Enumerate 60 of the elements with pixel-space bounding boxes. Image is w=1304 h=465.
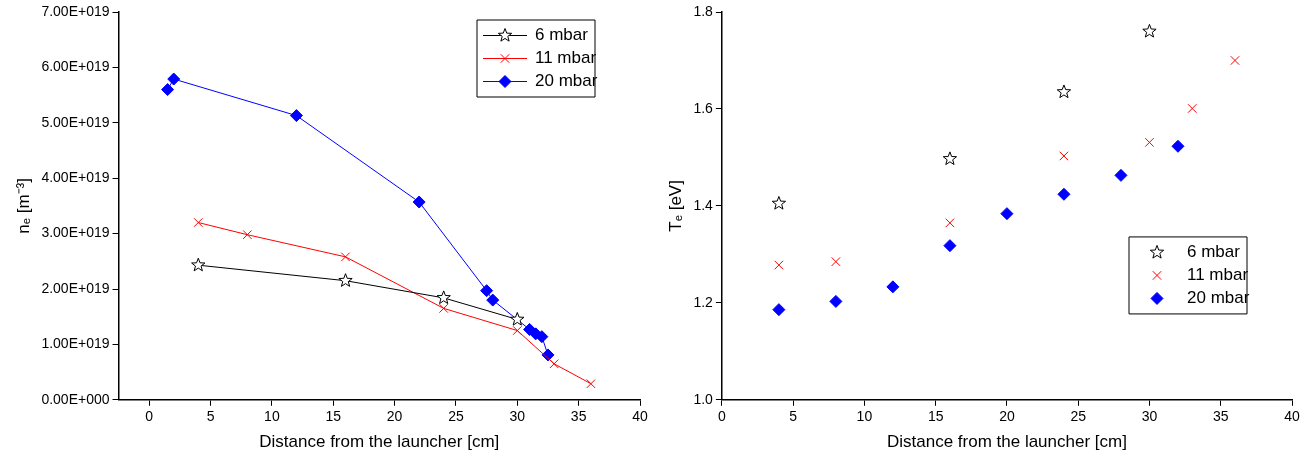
point: [774, 260, 784, 270]
point: [886, 280, 900, 294]
x-tick-label: 0: [717, 408, 726, 425]
y-tick-label: 1.00E+019: [41, 335, 110, 352]
y-tick-label: 1.6: [693, 99, 714, 116]
x-tick-label: 5: [789, 408, 798, 425]
x-axis-title: Distance from the launcher [cm]: [886, 432, 1127, 452]
x-tick-label: 20: [999, 408, 1015, 425]
x-tick-label: 25: [448, 408, 464, 425]
y-axis-title: Tₑ [eV]: [665, 180, 685, 232]
point: [1059, 151, 1069, 161]
point: [1057, 187, 1071, 201]
legend-label: 11 mbar: [535, 48, 597, 68]
y-tick-label: 2.00E+019: [41, 279, 110, 296]
y-tick-label: 5.00E+019: [41, 113, 110, 130]
point: [829, 294, 843, 308]
x-tick-label: 0: [145, 408, 154, 425]
legend-label: 6 mbar: [1187, 242, 1241, 262]
x-tick-label: 40: [1284, 408, 1300, 425]
y-tick-label: 3.00E+019: [41, 224, 110, 241]
legend-label: 6 mbar: [535, 25, 589, 45]
x-tick-label: 35: [1212, 408, 1229, 425]
point: [1000, 207, 1014, 221]
x-tick-label: 10: [264, 408, 280, 425]
legend-label: 11 mbar: [1187, 265, 1249, 285]
y-tick-label: 0.00E+000: [41, 390, 110, 407]
point: [1230, 55, 1240, 66]
y-tick-label: 1.0: [693, 390, 714, 407]
x-tick-label: 30: [1141, 408, 1158, 425]
point: [831, 256, 841, 267]
point: [943, 239, 957, 253]
legend-label: 20 mbar: [1187, 288, 1250, 308]
x-axis-title: Distance from the launcher [cm]: [259, 432, 500, 452]
y-tick-label: 6.00E+019: [41, 58, 110, 75]
point: [1187, 103, 1197, 114]
point: [1144, 137, 1155, 148]
x-tick-label: 35: [570, 408, 587, 425]
x-tick-label: 30: [509, 408, 526, 425]
x-tick-label: 20: [386, 408, 403, 425]
point: [1171, 139, 1185, 153]
point: [942, 151, 958, 166]
point: [1142, 23, 1157, 38]
y-tick-label: 1.4: [693, 196, 714, 213]
point: [772, 303, 786, 317]
y-tick-label: 1.2: [693, 293, 714, 310]
x-tick-label: 5: [206, 408, 215, 425]
x-tick-label: 25: [1070, 408, 1087, 425]
point: [945, 218, 955, 228]
x-tick-label: 10: [856, 408, 873, 425]
point: [1056, 84, 1072, 99]
point: [771, 195, 787, 210]
y-tick-label: 1.8: [693, 2, 714, 19]
y-tick-label: 7.00E+019: [41, 2, 110, 19]
point: [1114, 168, 1128, 182]
x-tick-label: 40: [632, 408, 648, 425]
x-tick-label: 15: [325, 408, 342, 425]
x-tick-label: 15: [927, 408, 944, 425]
legend-label: 20 mbar: [535, 71, 598, 91]
y-tick-label: 4.00E+019: [41, 169, 110, 186]
y-axis-title: nₑ [m⁻³]: [13, 178, 33, 234]
